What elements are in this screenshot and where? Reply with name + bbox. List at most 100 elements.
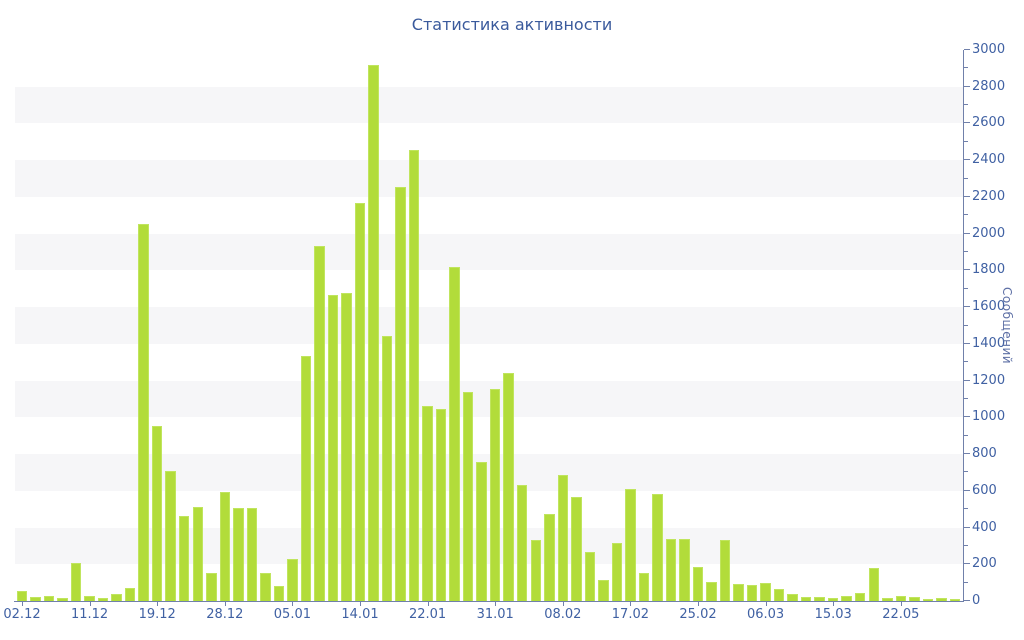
bar[interactable]	[138, 224, 149, 601]
bar[interactable]	[706, 581, 717, 601]
bar[interactable]	[936, 598, 947, 601]
bar[interactable]	[30, 597, 41, 601]
bar[interactable]	[827, 597, 839, 601]
y-major-tick	[964, 122, 970, 124]
y-minor-tick	[964, 140, 968, 142]
bar[interactable]	[489, 388, 501, 601]
bar[interactable]	[476, 462, 487, 601]
y-minor-tick	[964, 361, 968, 363]
bar[interactable]	[787, 594, 798, 601]
bar[interactable]	[354, 203, 366, 601]
bar[interactable]	[300, 355, 312, 601]
y-tick-label: 1200	[972, 372, 1006, 388]
bar[interactable]	[233, 508, 244, 601]
y-major-tick	[964, 489, 970, 491]
bar[interactable]	[111, 593, 122, 601]
bar[interactable]	[746, 585, 758, 601]
x-tick	[89, 602, 91, 606]
bar[interactable]	[800, 596, 812, 601]
y-tick-label: 2600	[972, 115, 1006, 131]
bar[interactable]	[165, 470, 176, 601]
bar[interactable]	[435, 409, 447, 601]
y-tick-label: 400	[972, 519, 997, 535]
bar[interactable]	[733, 583, 744, 601]
bar[interactable]	[530, 540, 541, 601]
bar[interactable]	[57, 598, 68, 601]
bar[interactable]	[192, 507, 203, 601]
bar[interactable]	[638, 573, 650, 601]
bar[interactable]	[868, 567, 879, 601]
bar[interactable]	[692, 567, 704, 601]
bar[interactable]	[84, 596, 95, 601]
bar[interactable]	[922, 599, 934, 601]
bar[interactable]	[70, 563, 82, 601]
bar[interactable]	[557, 475, 569, 601]
x-tick	[900, 602, 902, 606]
y-axis-title: Сообщений	[1000, 287, 1014, 365]
bar[interactable]	[949, 599, 961, 601]
x-tick	[22, 602, 23, 606]
bar[interactable]	[151, 425, 163, 601]
x-tick-label: 06.03	[746, 607, 785, 622]
bar[interactable]	[408, 150, 420, 601]
bar[interactable]	[760, 582, 771, 601]
bar[interactable]	[124, 588, 136, 601]
x-tick	[360, 602, 361, 606]
y-tick-label: 2400	[972, 152, 1006, 168]
bar[interactable]	[909, 597, 920, 601]
bar[interactable]	[814, 597, 825, 601]
bar[interactable]	[462, 391, 474, 601]
bar[interactable]	[895, 596, 907, 601]
bar[interactable]	[368, 64, 379, 601]
bar[interactable]	[719, 540, 731, 601]
bar[interactable]	[584, 552, 596, 601]
y-minor-tick	[964, 508, 968, 510]
bar[interactable]	[598, 579, 609, 601]
bar[interactable]	[516, 485, 528, 601]
bar[interactable]	[422, 406, 433, 601]
bar[interactable]	[841, 596, 852, 601]
bar[interactable]	[287, 558, 298, 601]
bar[interactable]	[611, 543, 623, 601]
x-tick-label: 22.05	[882, 607, 920, 622]
x-tick-label: 19.12	[138, 607, 176, 622]
bar[interactable]	[882, 598, 893, 601]
bar[interactable]	[206, 572, 217, 601]
bar[interactable]	[503, 373, 514, 601]
y-tick-label: 200	[972, 556, 997, 572]
bar[interactable]	[273, 586, 285, 601]
bar[interactable]	[571, 497, 582, 601]
bar[interactable]	[773, 589, 785, 601]
y-minor-tick	[964, 214, 968, 216]
x-tick-label: 14.01	[341, 607, 379, 622]
bar[interactable]	[544, 513, 555, 601]
bar[interactable]	[449, 266, 460, 601]
y-tick-label: 800	[972, 446, 997, 462]
bar[interactable]	[97, 597, 109, 601]
bar[interactable]	[16, 590, 28, 601]
bar[interactable]	[679, 539, 690, 601]
y-major-tick	[964, 49, 970, 50]
bar[interactable]	[246, 508, 258, 601]
bar[interactable]	[178, 515, 190, 601]
y-tick-label: 600	[972, 482, 997, 498]
grid-band	[15, 86, 963, 124]
bar[interactable]	[219, 491, 231, 601]
x-tick-label: 31.01	[476, 607, 514, 622]
bar[interactable]	[260, 573, 271, 601]
bar[interactable]	[652, 494, 663, 601]
x-tick-label: 22.01	[408, 607, 447, 622]
bar[interactable]	[314, 245, 325, 601]
bar[interactable]	[381, 335, 393, 601]
bar[interactable]	[395, 186, 406, 601]
bar[interactable]	[43, 595, 55, 601]
bar[interactable]	[665, 538, 677, 601]
y-major-tick	[964, 232, 970, 234]
bar[interactable]	[854, 592, 866, 601]
bar[interactable]	[625, 488, 636, 601]
bar[interactable]	[341, 293, 352, 601]
y-tick-label: 1800	[972, 262, 1006, 278]
y-tick-label: 0	[972, 593, 981, 608]
bar[interactable]	[327, 295, 339, 601]
